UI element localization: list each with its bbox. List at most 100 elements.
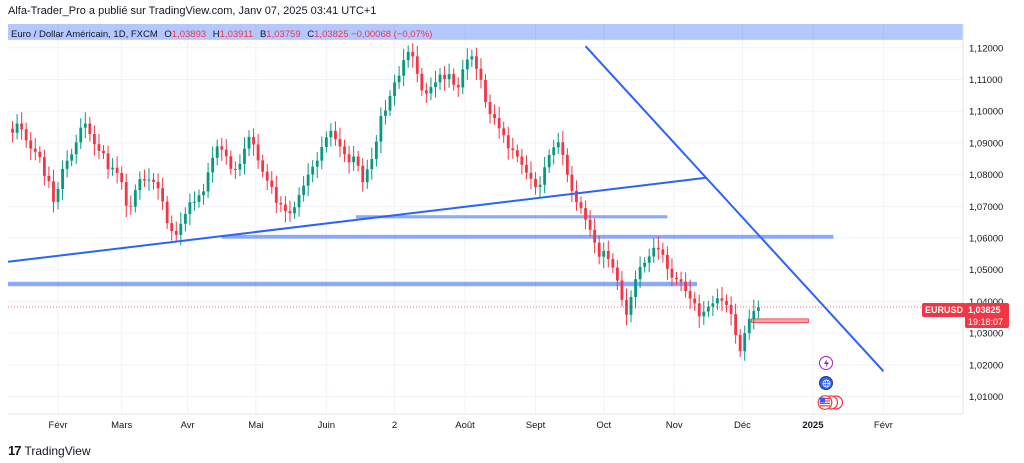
candle-body xyxy=(111,167,115,170)
candle-body xyxy=(356,156,360,166)
candle-body xyxy=(647,256,651,263)
zones xyxy=(8,24,963,324)
candle-body xyxy=(484,79,487,102)
candle-body xyxy=(702,311,706,317)
x-tick-label: Févr xyxy=(874,420,893,431)
candle-body xyxy=(743,333,747,352)
candle-body xyxy=(665,254,669,269)
candle-body xyxy=(24,129,28,141)
candle-body xyxy=(274,186,278,203)
y-tick-label: 1,01000 xyxy=(969,392,1003,403)
legend-change: −0,00068 (−0,07%) xyxy=(351,29,433,40)
candle-body xyxy=(347,154,351,163)
y-tick-label: 1,11000 xyxy=(969,75,1003,86)
candle-body xyxy=(384,110,387,116)
candle-body xyxy=(320,147,324,161)
x-tick-label: Nov xyxy=(666,420,683,431)
y-tick-label: 1,07000 xyxy=(969,202,1003,213)
candle-body xyxy=(156,181,160,189)
candle-body xyxy=(584,208,587,220)
legend-close: 1,03825 xyxy=(314,29,349,40)
candle-body xyxy=(370,159,374,170)
candle-body xyxy=(338,139,342,147)
candle-body xyxy=(438,74,442,83)
candle-body xyxy=(452,74,456,85)
x-tick-label: 2 xyxy=(392,420,397,431)
candle-body xyxy=(693,298,697,304)
candle-body xyxy=(29,140,33,149)
candle-body xyxy=(306,174,310,186)
candle-body xyxy=(429,87,433,94)
zone-band xyxy=(355,215,668,219)
candle-body xyxy=(365,169,369,183)
candle-body xyxy=(725,300,728,305)
candle-body xyxy=(474,56,478,69)
candle-body xyxy=(83,123,87,128)
candle-body xyxy=(643,262,647,267)
candle-body xyxy=(756,307,760,311)
legend-symbol: Euro / Dollar Américain, 1D, FXCM xyxy=(11,29,158,40)
candle-body xyxy=(65,160,69,169)
candle-body xyxy=(265,171,269,181)
candle-body xyxy=(124,182,128,206)
candle-body xyxy=(47,175,51,182)
us-flag-icon[interactable] xyxy=(816,395,844,410)
candle-body xyxy=(315,160,319,167)
candle-body xyxy=(602,251,606,257)
candle-body xyxy=(593,229,597,243)
candle-body xyxy=(461,69,465,88)
candle-body xyxy=(215,146,219,158)
footer-brand[interactable]: 17 TradingView xyxy=(8,443,91,458)
y-tick-label: 1,05000 xyxy=(969,265,1003,276)
candle-body xyxy=(611,258,615,268)
candle-body xyxy=(534,178,537,187)
y-tick-label: 1,03000 xyxy=(969,329,1003,340)
candle-body xyxy=(688,290,692,299)
lightning-icon[interactable] xyxy=(819,356,833,370)
candle-body xyxy=(679,279,683,282)
candle-body xyxy=(511,148,515,151)
candle-body xyxy=(465,59,469,70)
candle-body xyxy=(252,136,255,145)
zone-band xyxy=(221,234,834,239)
candle-body xyxy=(297,194,301,208)
candle-body xyxy=(597,242,601,257)
candle-body xyxy=(133,190,137,207)
candle-body xyxy=(343,146,346,155)
candle-body xyxy=(406,51,410,61)
zone-band xyxy=(8,24,963,40)
candle-body xyxy=(56,188,60,202)
candle-body xyxy=(188,202,192,214)
candle-body xyxy=(684,281,688,291)
chart-background xyxy=(0,24,963,414)
symbol-badge: EURUSD xyxy=(922,303,967,317)
x-tick-label: Mars xyxy=(111,420,132,431)
candle-body xyxy=(311,166,315,175)
candle-body xyxy=(456,84,460,88)
candle-body xyxy=(720,298,724,301)
candle-body xyxy=(397,75,401,83)
legend-high: 1,03911 xyxy=(219,29,254,40)
candle-body xyxy=(161,188,165,202)
candle-body xyxy=(443,74,446,80)
candle-body xyxy=(670,268,674,278)
candle-body xyxy=(20,123,24,130)
candle-body xyxy=(193,201,196,203)
candle-body xyxy=(493,114,497,119)
globe-icon[interactable] xyxy=(819,376,833,390)
candle-body xyxy=(74,142,78,155)
candle-body xyxy=(224,149,228,157)
candle-body xyxy=(729,304,733,315)
candle-body xyxy=(565,154,569,175)
candle-body xyxy=(420,73,424,91)
candle-body xyxy=(652,247,656,257)
candle-body xyxy=(606,251,610,259)
candle-body xyxy=(11,128,14,133)
y-tick-label: 1,12000 xyxy=(969,43,1003,54)
candle-body xyxy=(752,310,756,319)
x-tick-label: Juin xyxy=(318,420,335,431)
candle-body xyxy=(488,102,492,115)
candle-body xyxy=(170,223,174,232)
candle-body xyxy=(361,165,365,183)
